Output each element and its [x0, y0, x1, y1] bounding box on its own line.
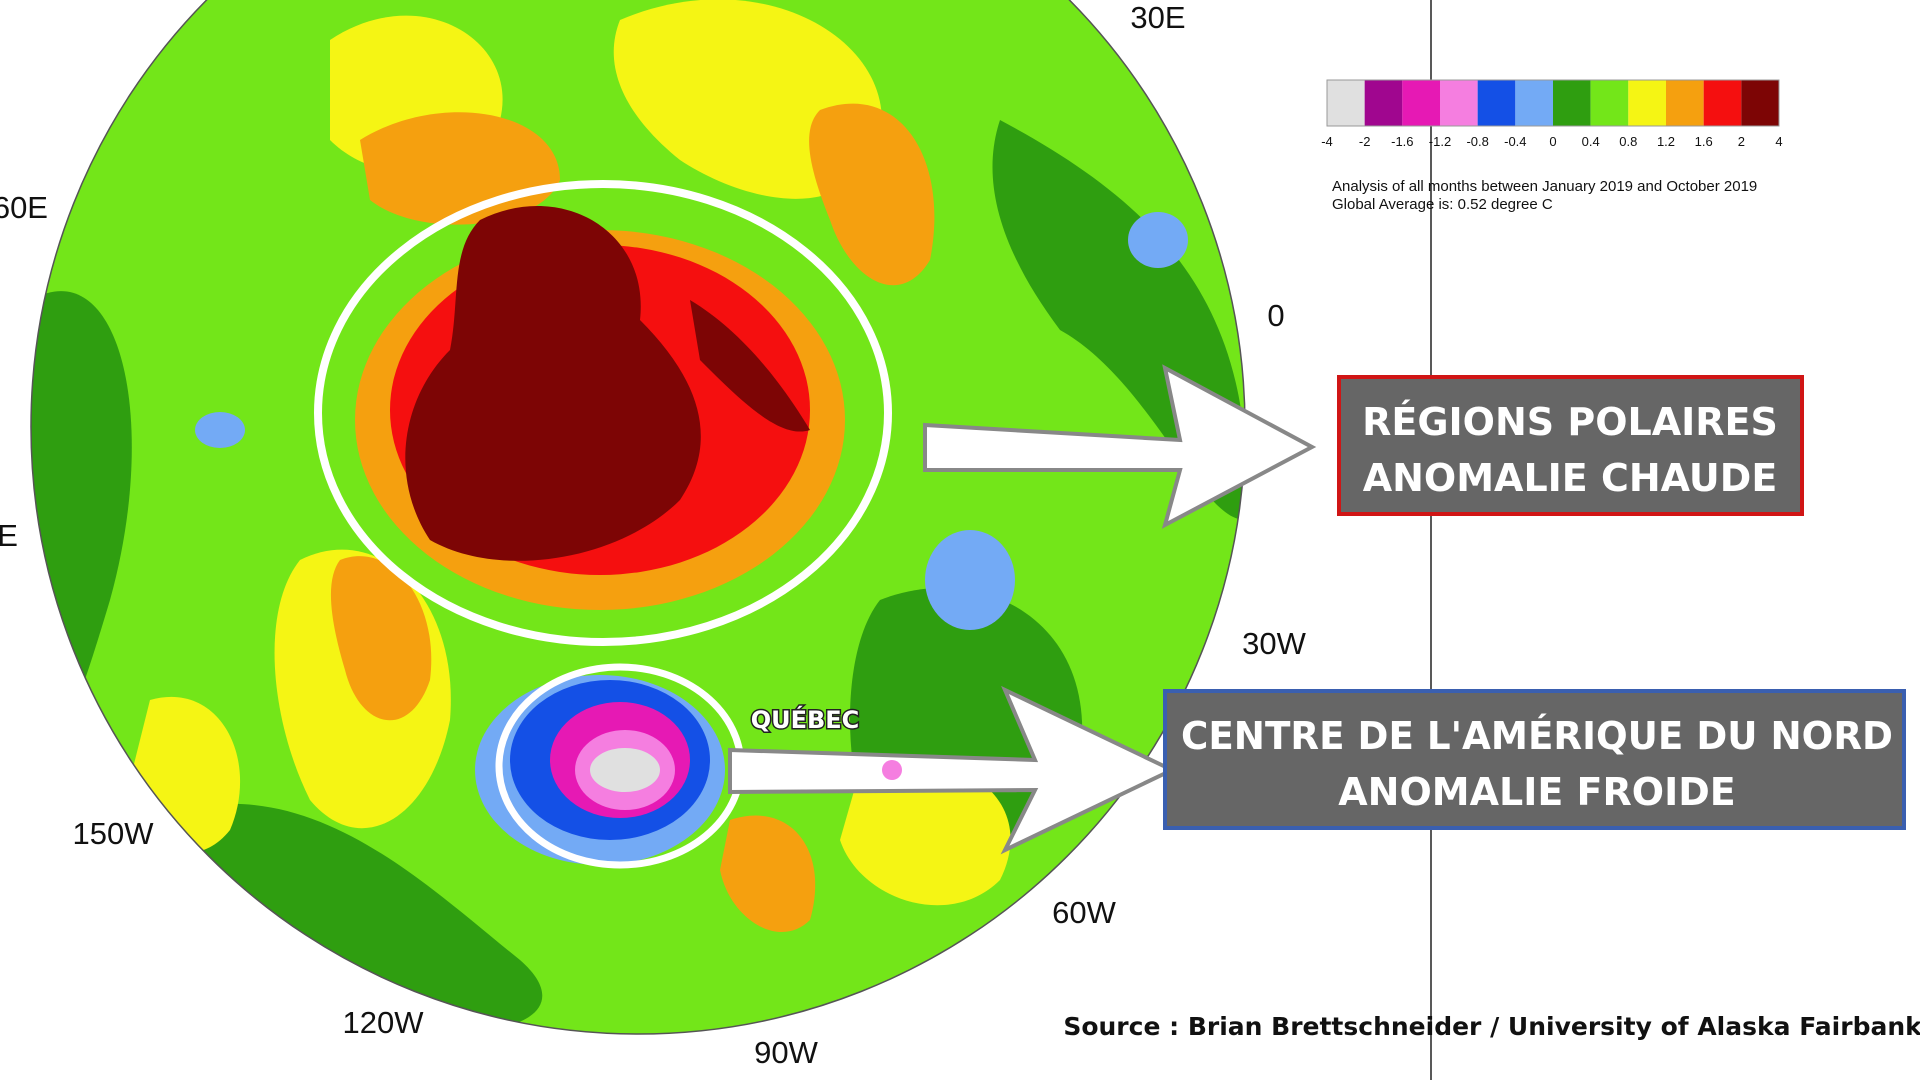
marker [882, 760, 902, 780]
callout-text: RÉGIONS POLAIRES [1362, 400, 1778, 444]
legend-tick-label: 1.2 [1657, 134, 1675, 149]
legend-swatch [1703, 80, 1742, 126]
callout-text: ANOMALIE CHAUDE [1363, 456, 1778, 500]
legend-tick-label: -2 [1359, 134, 1371, 149]
legend-tick-label: 2 [1738, 134, 1745, 149]
legend-tick-label: -0.4 [1504, 134, 1526, 149]
legend-tick-label: -1.6 [1391, 134, 1413, 149]
legend-tick-label: 4 [1775, 134, 1782, 149]
callout-text: CENTRE DE L'AMÉRIQUE DU NORD [1181, 714, 1893, 758]
arrow [728, 685, 1177, 855]
legend-swatch [1364, 80, 1403, 126]
legend-swatch [1515, 80, 1553, 126]
longitude-label: 30W [1242, 626, 1306, 661]
legend-tick-label: 1.6 [1695, 134, 1713, 149]
longitude-label: 90E [0, 518, 18, 553]
legend-average: Global Average is: 0.52 degree C [1332, 196, 1553, 213]
longitude-label: 60W [1052, 895, 1116, 930]
callout-box [1163, 689, 1906, 830]
arrow [923, 364, 1317, 529]
callout-box [1337, 375, 1804, 516]
legend-tick-label: -0.8 [1466, 134, 1488, 149]
highlight-ellipse [314, 180, 892, 646]
longitude-label: 0 [1267, 298, 1284, 333]
longitude-label: 150W [73, 816, 155, 851]
legend-frame [1326, 79, 1780, 127]
legend-note: Analysis of all months between January 2… [1332, 178, 1757, 195]
legend-tick-label: 0 [1549, 134, 1556, 149]
legend-swatch [1402, 80, 1440, 126]
legend-tick-label: -4 [1321, 134, 1333, 149]
source: Source : Brian Brettschneider / Universi… [1063, 1012, 1920, 1041]
callout-text: ANOMALIE FROIDE [1338, 770, 1735, 814]
place-label: QUÉBEC [751, 705, 860, 734]
longitude-label: 60E [0, 190, 48, 225]
legend-tick-label: -1.2 [1429, 134, 1451, 149]
legend-tick-label: 0.4 [1582, 134, 1600, 149]
legend-swatch [1327, 80, 1365, 126]
legend-swatch [1440, 80, 1478, 126]
longitude-label: 30E [1130, 0, 1185, 35]
legend-swatch [1666, 80, 1704, 126]
legend-swatch [1590, 80, 1629, 126]
legend-swatch [1628, 80, 1666, 126]
longitude-label: 90W [754, 1035, 818, 1070]
legend-swatch [1741, 80, 1779, 126]
anomaly-map [31, 0, 1245, 1034]
legend-swatch [1553, 80, 1591, 126]
legend-tick-label: 0.8 [1619, 134, 1637, 149]
longitude-label: 120W [343, 1005, 425, 1040]
legend-swatch [1477, 80, 1516, 126]
